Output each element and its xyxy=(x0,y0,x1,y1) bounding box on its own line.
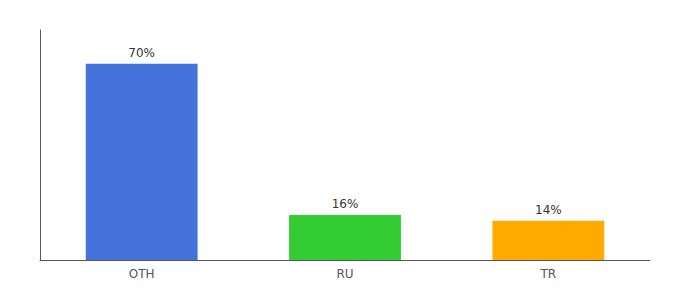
svg-text:70%: 70% xyxy=(128,46,155,60)
svg-text:RU: RU xyxy=(336,267,353,281)
svg-text:16%: 16% xyxy=(332,197,359,211)
svg-text:OTH: OTH xyxy=(129,267,155,281)
svg-text:14%: 14% xyxy=(535,203,562,217)
svg-text:TR: TR xyxy=(539,267,556,281)
